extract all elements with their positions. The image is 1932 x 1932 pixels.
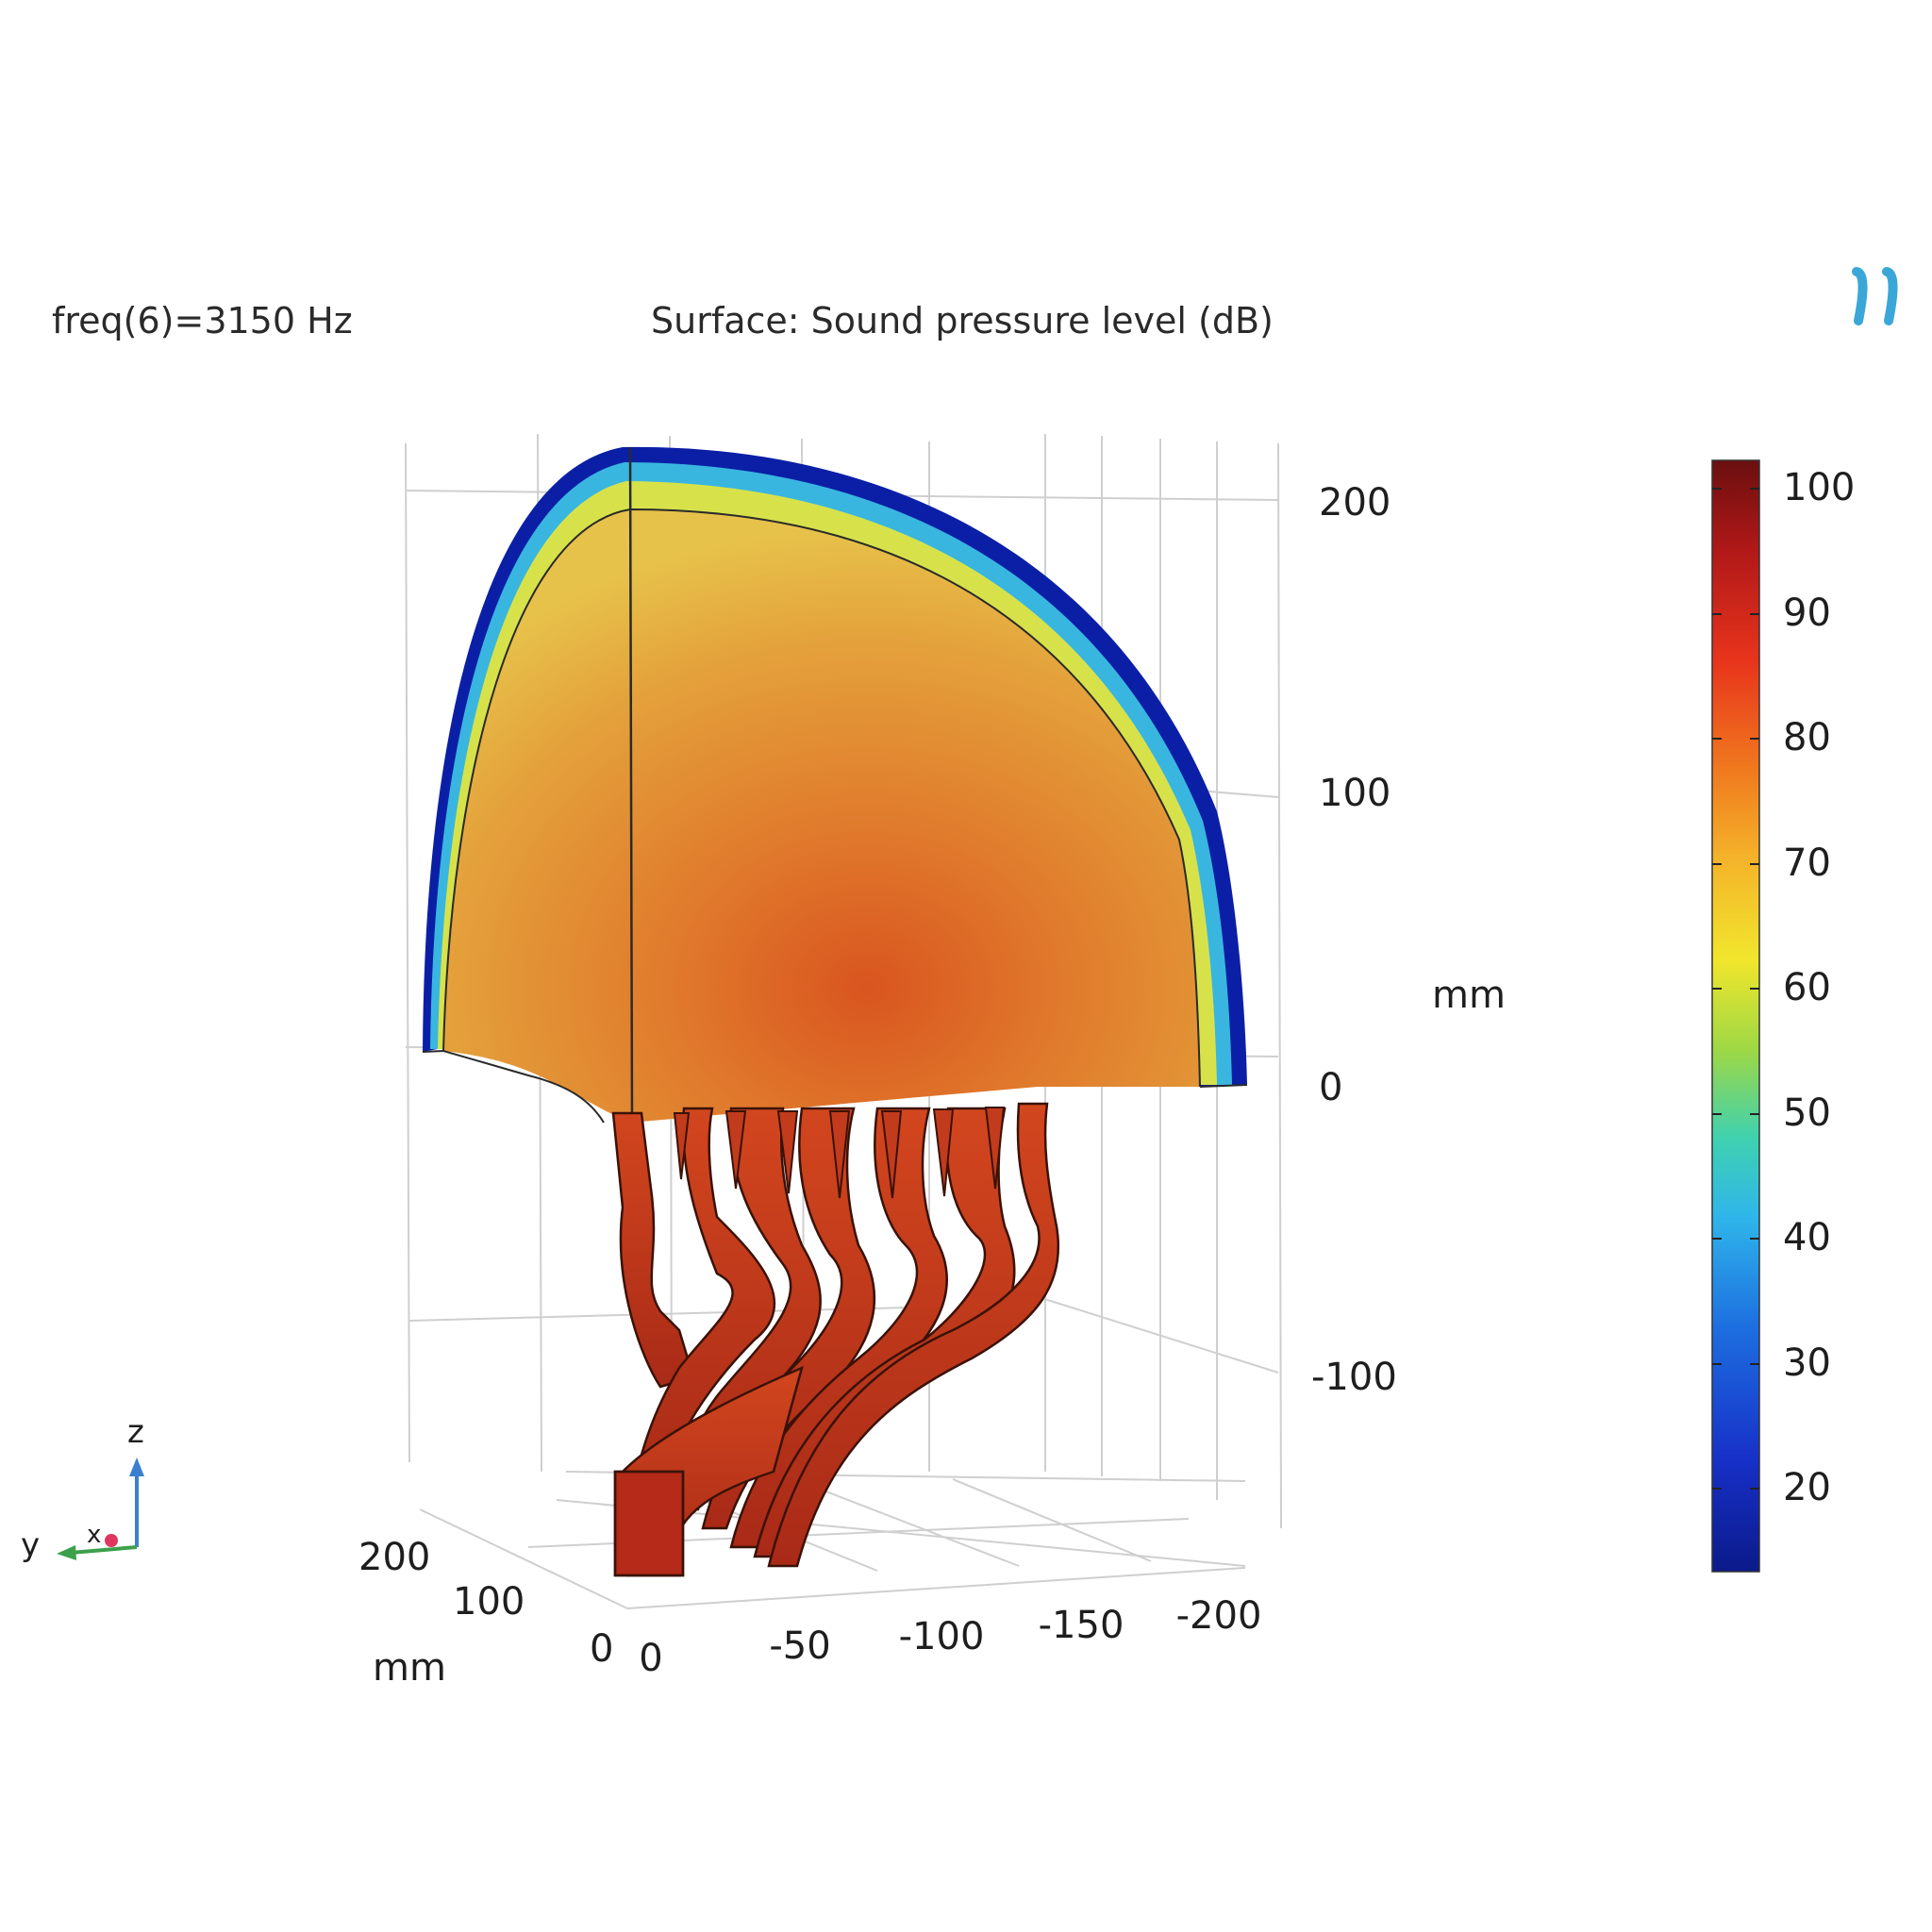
z-tick-label: 100 [1319, 772, 1391, 815]
colorbar-tick-label: 100 [1783, 466, 1856, 509]
triad-y-label: y [21, 1526, 41, 1564]
y-axis-unit: mm [373, 1646, 446, 1690]
colorbar-tick-label: 20 [1783, 1466, 1831, 1509]
axis-triad [57, 1457, 144, 1560]
x-tick-label: -200 [1175, 1594, 1262, 1638]
y-tick-label: 200 [358, 1536, 431, 1579]
x-tick-label: 0 [639, 1637, 663, 1680]
colorbar-tick-label: 40 [1783, 1216, 1831, 1259]
z-tick-label: 0 [1319, 1066, 1343, 1109]
colorbar-ticks [1712, 488, 1759, 1490]
horn-pipes [611, 1102, 1060, 1577]
surface-title: Surface: Sound pressure level (dB) [651, 300, 1274, 341]
z-tick-label: 200 [1319, 481, 1391, 525]
y-tick-label: 0 [590, 1627, 614, 1671]
colorbar-tick-label: 90 [1783, 591, 1831, 635]
pipe-septa [673, 1107, 1006, 1199]
colorbar-tick-label: 50 [1783, 1091, 1831, 1135]
colorbar-tick-label: 30 [1783, 1341, 1831, 1385]
brand-logo-mark [1852, 267, 1898, 325]
y-tick-label: 100 [453, 1580, 525, 1624]
x-tick-label: -150 [1038, 1604, 1124, 1647]
x-tick-label: -50 [769, 1624, 831, 1668]
colorbar-tick-label: 60 [1783, 966, 1831, 1009]
frequency-label: freq(6)=3150 Hz [52, 300, 353, 341]
x-tick-label: -100 [898, 1615, 985, 1658]
triad-x-label: x [87, 1521, 102, 1549]
colorbar-tick-label: 80 [1783, 716, 1831, 759]
triad-z-label: z [127, 1413, 144, 1451]
z-axis-unit: mm [1432, 974, 1506, 1017]
dome-interior [443, 509, 1200, 1123]
colorbar-scale [1711, 459, 1760, 1573]
colorbar-tick-label: 70 [1783, 841, 1831, 885]
z-tick-label: -100 [1311, 1356, 1397, 1399]
